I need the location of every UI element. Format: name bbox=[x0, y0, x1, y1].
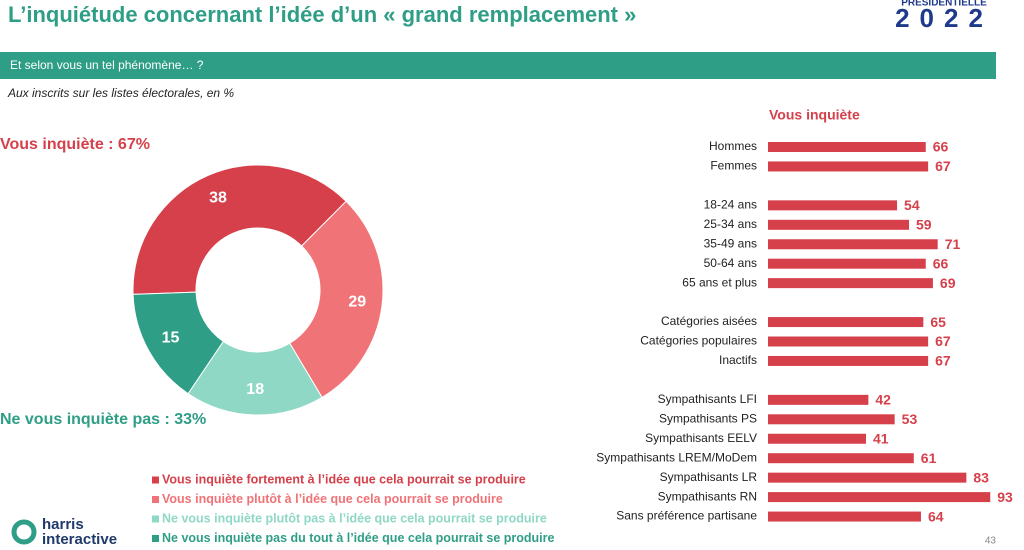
slide-title: L’inquiétude concernant l’idée d’un « gr… bbox=[8, 2, 636, 27]
legend-label: Ne vous inquiète pas du tout à l’idée qu… bbox=[162, 531, 554, 545]
category-label: Femmes bbox=[710, 159, 757, 173]
value-label: 67 bbox=[935, 158, 951, 174]
category-label: 18-24 ans bbox=[704, 198, 757, 212]
category-label: Catégories populaires bbox=[640, 334, 757, 348]
value-label: 59 bbox=[916, 217, 932, 233]
category-label: 25-34 ans bbox=[704, 217, 757, 231]
donut-segment bbox=[289, 200, 384, 399]
category-label: Sympathisants LFI bbox=[658, 392, 757, 406]
category-label: 50-64 ans bbox=[704, 256, 757, 270]
value-label: 61 bbox=[921, 450, 937, 466]
legend-swatch bbox=[152, 496, 159, 503]
value-label: 54 bbox=[904, 197, 920, 213]
brand-2: interactive bbox=[42, 531, 117, 548]
annotation: Vous inquiète : 67% bbox=[0, 136, 150, 153]
bar bbox=[768, 219, 910, 230]
bar bbox=[768, 161, 929, 172]
question: Et selon vous un tel phénomène… ? bbox=[10, 58, 204, 72]
value-label: 64 bbox=[928, 508, 944, 524]
category-label: 35-49 ans bbox=[704, 236, 757, 250]
bar bbox=[768, 453, 914, 464]
page-number: 43 bbox=[985, 536, 997, 547]
bar bbox=[768, 258, 926, 269]
legend-label: Vous inquiète plutôt à l’idée que cela p… bbox=[162, 492, 503, 506]
value-label: 67 bbox=[935, 353, 951, 369]
value-label: 65 bbox=[930, 314, 946, 330]
bar bbox=[768, 433, 866, 444]
category-label: Sympathisants PS bbox=[659, 411, 757, 425]
category-label: 65 ans et plus bbox=[682, 275, 757, 289]
logo-top: PRÉSIDENTIELLE bbox=[901, 0, 987, 9]
category-label: Sympathisants RN bbox=[658, 489, 757, 503]
bar bbox=[768, 492, 991, 503]
brand-1: harris bbox=[42, 516, 84, 533]
category-label: Sympathisants EELV bbox=[645, 431, 757, 445]
value-label: 71 bbox=[945, 236, 961, 252]
segment-label: 29 bbox=[348, 293, 366, 310]
category-label: Sympathisants LR bbox=[660, 470, 758, 484]
bar-chart-title: Vous inquiète bbox=[769, 107, 860, 123]
bar bbox=[768, 394, 869, 405]
note: Aux inscrits sur les listes électorales,… bbox=[7, 86, 234, 100]
bar bbox=[768, 511, 921, 522]
value-label: 66 bbox=[933, 139, 949, 155]
category-label: Sympathisants LREM/MoDem bbox=[596, 450, 757, 464]
value-label: 66 bbox=[933, 255, 949, 271]
legend-label: Vous inquiète fortement à l’idée que cel… bbox=[162, 472, 526, 486]
donut-segment bbox=[187, 340, 323, 416]
brand-icon bbox=[11, 519, 37, 545]
legend-swatch bbox=[152, 535, 159, 542]
legend-swatch bbox=[152, 515, 159, 523]
annotation: Ne vous inquiète pas : 33% bbox=[0, 411, 206, 428]
bar bbox=[768, 355, 929, 366]
value-label: 42 bbox=[875, 392, 891, 408]
bar bbox=[768, 317, 924, 328]
value-label: 83 bbox=[973, 469, 989, 485]
bar bbox=[768, 278, 933, 289]
category-label: Inactifs bbox=[719, 353, 757, 367]
bar bbox=[768, 142, 926, 152]
donut-segment bbox=[132, 164, 347, 295]
bar bbox=[768, 472, 967, 483]
category-label: Catégories aisées bbox=[661, 314, 757, 328]
bar bbox=[768, 200, 898, 211]
segment-label: 38 bbox=[209, 190, 227, 207]
bar bbox=[768, 336, 929, 347]
bar bbox=[768, 414, 895, 425]
logo-year: 2022 bbox=[895, 3, 993, 33]
value-label: 41 bbox=[873, 430, 889, 446]
bar bbox=[768, 239, 938, 250]
legend-swatch bbox=[152, 476, 159, 484]
segment-label: 18 bbox=[246, 381, 264, 398]
value-label: 53 bbox=[902, 411, 918, 427]
value-label: 67 bbox=[935, 333, 951, 349]
value-label: 93 bbox=[997, 489, 1013, 505]
category-label: Sans préférence partisane bbox=[616, 509, 757, 523]
legend-label: Ne vous inquiète plutôt pas à l’idée que… bbox=[162, 511, 547, 525]
segment-label: 15 bbox=[162, 330, 180, 347]
question-band bbox=[0, 52, 996, 79]
value-label: 69 bbox=[940, 275, 956, 291]
donut-segment bbox=[132, 291, 225, 395]
category-label: Hommes bbox=[709, 139, 757, 153]
